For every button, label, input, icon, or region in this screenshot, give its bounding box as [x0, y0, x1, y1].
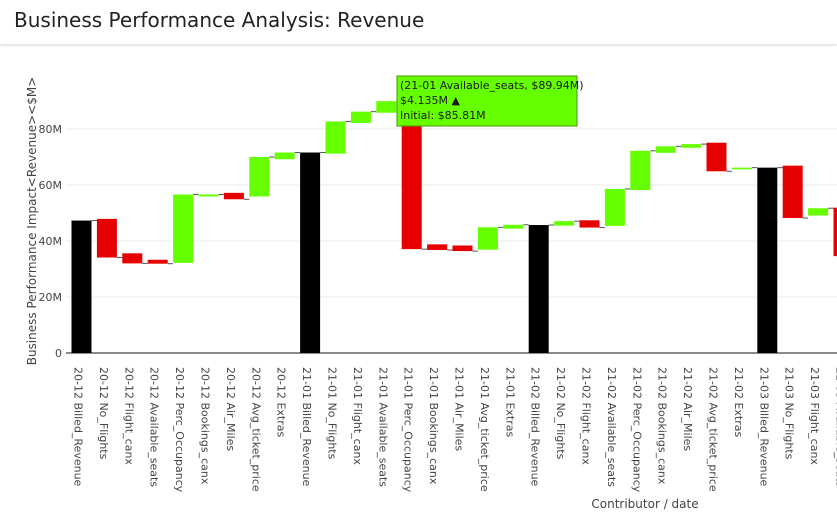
x-tick-label: 21-01 Perc_Occupancy [402, 367, 415, 493]
x-tick-label: 21-03 Billed_Revenue [757, 367, 770, 487]
bar-increase[interactable] [477, 227, 498, 250]
y-tick-label: 60M [39, 179, 63, 192]
bar-increase[interactable] [808, 208, 829, 216]
x-tick-label: 20-12 Flight_canx [122, 367, 135, 465]
bar-increase[interactable] [173, 194, 194, 263]
bar-increase[interactable] [731, 167, 752, 170]
x-tick-label: 21-02 Bookings_canx [656, 367, 669, 485]
bar-decrease[interactable] [833, 207, 837, 257]
tooltip-line-3: Initial: $85.81M [400, 109, 486, 122]
x-tick-label: 21-03 No_Flights [783, 367, 796, 460]
x-tick-label: 21-02 Billed_Revenue [529, 367, 542, 487]
bar-increase[interactable] [681, 144, 702, 148]
bar-increase[interactable] [350, 111, 371, 124]
x-axis-title: Contributor / date [591, 497, 698, 511]
bar-increase[interactable] [198, 194, 219, 197]
y-tick-label: 20M [39, 291, 63, 304]
bar-increase[interactable] [249, 157, 270, 197]
bar-decrease[interactable] [147, 259, 168, 264]
x-tick-label: 21-02 Air_Miles [681, 367, 694, 451]
bar-decrease[interactable] [401, 96, 422, 250]
bar-total[interactable] [71, 220, 92, 353]
bar-total[interactable] [757, 167, 778, 353]
bar-decrease[interactable] [223, 192, 244, 200]
x-tick-label: 20-12 Bookings_canx [199, 367, 212, 485]
bar-decrease[interactable] [96, 218, 117, 258]
bar-decrease[interactable] [579, 220, 600, 228]
x-tick-label: 21-01 Billed_Revenue [300, 367, 313, 487]
page-title: Business Performance Analysis: Revenue [14, 8, 425, 32]
tooltip-line-1: (21-01 Available_seats, $89.94M) [400, 79, 584, 92]
hover-tooltip: (21-01 Available_seats, $89.94M) $4.135M … [396, 75, 584, 127]
bar-decrease[interactable] [782, 165, 803, 219]
x-tick-label: 21-02 Flight_canx [580, 367, 593, 465]
x-tick-label: 21-03 Flight_canx [808, 367, 821, 465]
x-tick-label: 21-01 Bookings_canx [427, 367, 440, 485]
bar-total[interactable] [300, 152, 321, 353]
x-tick-label: 20-12 Avg_ticket_price [249, 367, 262, 492]
bar-increase[interactable] [655, 146, 676, 153]
x-tick-label: 20-12 Air_Miles [224, 367, 237, 451]
y-tick-label: 80M [39, 123, 63, 136]
x-axis-ticks: 20-12 Billed_Revenue 20-12 No_Flights 20-1… [72, 367, 837, 493]
tooltip-line-2: $4.135M ▲ [400, 94, 460, 107]
x-tick-label: 21-01 Extras [503, 367, 516, 437]
x-tick-label: 21-02 Perc_Occupancy [630, 367, 643, 493]
bar-increase[interactable] [376, 101, 397, 113]
x-tick-label: 21-03 Available_seats [834, 367, 837, 487]
bar-increase[interactable] [630, 150, 651, 191]
x-tick-label: 21-01 Air_Miles [453, 367, 466, 451]
x-tick-label: 21-01 Flight_canx [351, 367, 364, 465]
y-tick-label: 0 [55, 347, 62, 360]
x-tick-label: 20-12 No_Flights [97, 367, 110, 460]
bar-increase[interactable] [274, 152, 295, 160]
x-tick-label: 21-01 Available_seats [376, 367, 389, 487]
y-axis-ticks: 0 20M 40M 60M 80M [39, 123, 63, 360]
x-tick-label: 21-02 Extras [732, 367, 745, 437]
y-axis-title: Business Performance Impact<Revenue><$M> [25, 77, 39, 366]
gridlines [66, 128, 837, 354]
bar-increase[interactable] [325, 121, 346, 154]
bar-increase[interactable] [604, 188, 625, 226]
x-tick-label: 20-12 Available_seats [148, 367, 161, 487]
x-tick-label: 21-01 No_Flights [326, 367, 339, 460]
tooltip-box [396, 75, 578, 127]
bar-total[interactable] [528, 225, 549, 353]
title-bar: Business Performance Analysis: Revenue [0, 0, 837, 44]
bar-increase[interactable] [503, 224, 524, 229]
x-tick-label: 21-02 Available_seats [605, 367, 618, 487]
bar-decrease[interactable] [452, 245, 473, 252]
bar-increase[interactable] [554, 221, 575, 226]
x-tick-label: 21-02 No_Flights [554, 367, 567, 460]
x-tick-label: 21-02 Avg_ticket_price [707, 367, 720, 492]
y-tick-label: 40M [39, 235, 63, 248]
x-tick-label: 20-12 Extras [275, 367, 288, 437]
bar-decrease[interactable] [706, 142, 727, 172]
x-tick-label: 21-01 Avg_ticket_price [478, 367, 491, 492]
bar-decrease[interactable] [122, 253, 143, 264]
x-tick-label: 20-12 Billed_Revenue [72, 367, 85, 487]
bar-decrease[interactable] [427, 244, 448, 250]
x-tick-label: 20-12 Perc_Occupancy [173, 367, 186, 493]
bars[interactable] [71, 96, 837, 353]
